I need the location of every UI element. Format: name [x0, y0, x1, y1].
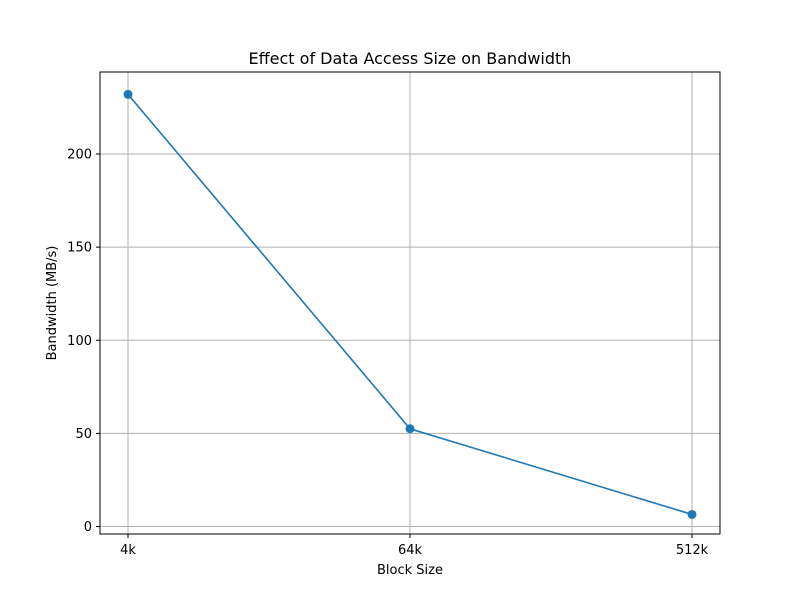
- x-tick-label: 4k: [120, 543, 136, 558]
- y-tick-label: 50: [75, 427, 92, 442]
- x-axis-label: Block Size: [377, 563, 443, 578]
- y-tick-label: 200: [67, 147, 92, 162]
- x-axis-ticks: 4k 64k 512k: [120, 534, 709, 558]
- grid-lines: [100, 72, 720, 534]
- y-axis-label: Bandwidth (MB/s): [45, 246, 60, 361]
- data-point: [123, 89, 133, 99]
- y-axis-ticks: 0 50 100 150 200: [67, 147, 100, 535]
- y-tick-label: 100: [67, 334, 92, 349]
- series-group: [123, 89, 697, 519]
- data-point: [405, 424, 415, 434]
- y-tick-label: 0: [84, 520, 92, 535]
- chart-title: Effect of Data Access Size on Bandwidth: [249, 49, 572, 68]
- x-tick-label: 64k: [398, 543, 423, 558]
- y-tick-label: 150: [67, 241, 92, 256]
- data-point: [687, 509, 697, 519]
- x-tick-label: 512k: [676, 543, 709, 558]
